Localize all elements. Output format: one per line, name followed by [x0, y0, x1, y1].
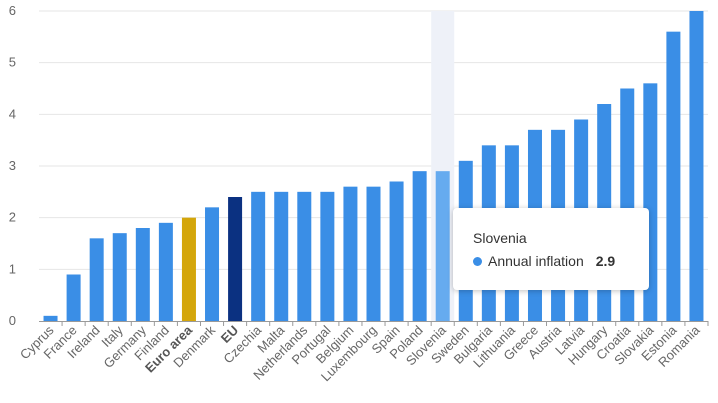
bar-italy[interactable] [112, 233, 127, 321]
tooltip-series-label: Annual inflation [488, 253, 584, 269]
series-dot-icon [473, 256, 482, 266]
bar-czechia[interactable] [251, 191, 266, 321]
bar-netherlands[interactable] [297, 191, 312, 321]
y-tick-label-2: 2 [9, 210, 16, 225]
bar-portugal[interactable] [320, 191, 335, 321]
bar-poland[interactable] [412, 171, 427, 321]
tooltip-row: Annual inflation 2.9 [473, 253, 649, 269]
bar-france[interactable] [66, 274, 81, 322]
y-tick-label-4: 4 [9, 106, 16, 121]
tooltip-title: Slovenia [473, 230, 527, 246]
bar-malta[interactable] [274, 191, 289, 321]
x-axis-tick-labels: CyprusFranceIrelandItalyGermanyFinlandEu… [17, 322, 703, 384]
y-tick-label-1: 1 [9, 261, 16, 276]
y-tick-label-5: 5 [9, 55, 16, 70]
bar-germany[interactable] [135, 228, 150, 321]
bar-slovenia[interactable] [435, 171, 450, 321]
tooltip: Slovenia Annual inflation 2.9 [453, 208, 649, 290]
axes [39, 321, 709, 326]
bar-estonia[interactable] [666, 31, 681, 322]
y-axis-tick-labels: 0 1 2 3 4 5 6 [9, 3, 16, 328]
bar-cyprus[interactable] [43, 315, 58, 321]
tooltip-value: 2.9 [595, 253, 616, 269]
bar-spain[interactable] [389, 181, 404, 322]
bar-romania[interactable] [689, 11, 704, 321]
bar-denmark[interactable] [205, 207, 220, 321]
bar-finland[interactable] [158, 222, 173, 321]
bar-euro-area[interactable] [181, 217, 196, 321]
bar-ireland[interactable] [89, 238, 104, 321]
y-tick-label-3: 3 [9, 158, 16, 173]
y-tick-label-0: 0 [9, 313, 16, 328]
bar-luxembourg[interactable] [366, 186, 381, 321]
y-tick-label-6: 6 [9, 3, 16, 18]
bar-eu[interactable] [228, 197, 243, 321]
bar-belgium[interactable] [343, 186, 358, 321]
